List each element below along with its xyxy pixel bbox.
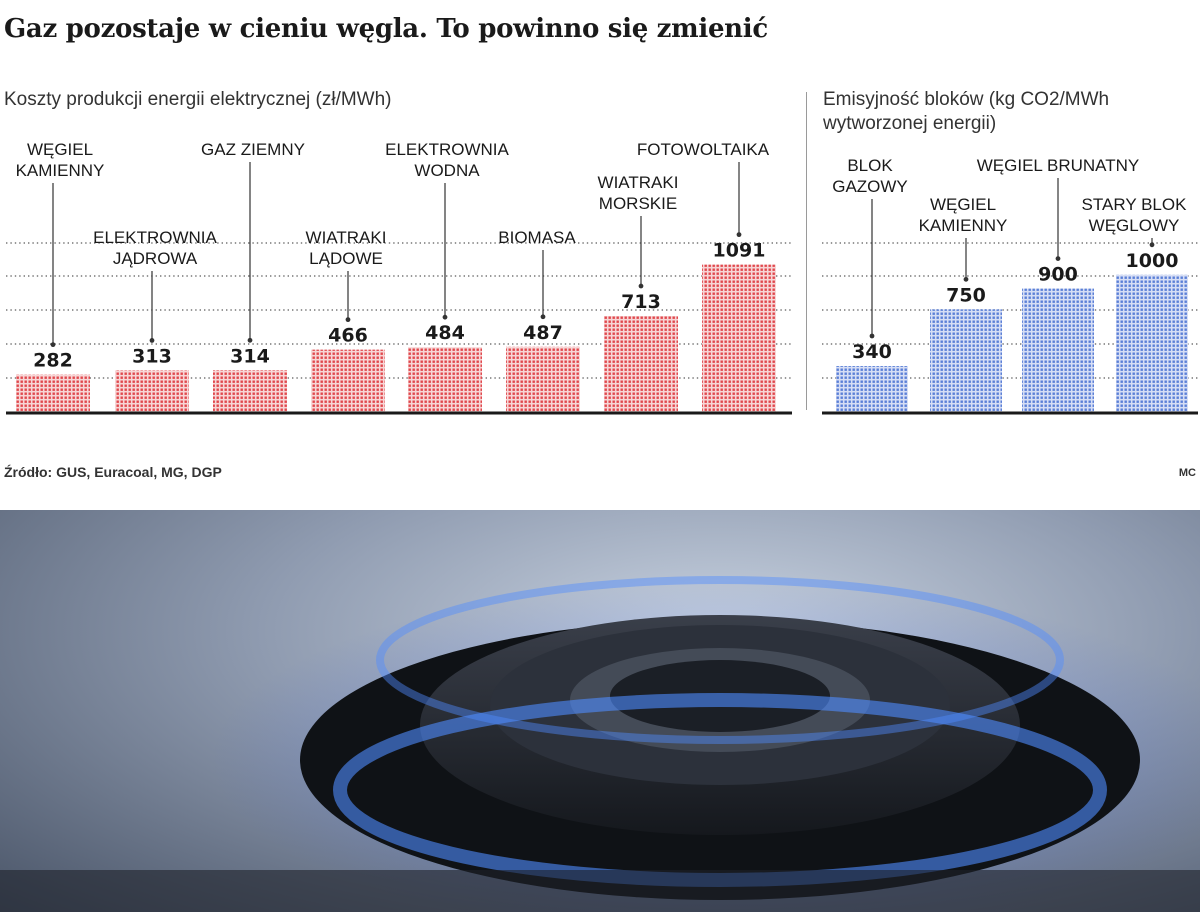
leader-dot bbox=[736, 232, 742, 238]
author-credit: MC bbox=[1178, 467, 1196, 479]
data-label: 466 bbox=[328, 325, 368, 347]
gas-burner-flame-photo bbox=[0, 510, 1200, 912]
category-label: FOTOWOLTAIKA bbox=[637, 140, 770, 159]
data-label: 313 bbox=[132, 345, 172, 367]
data-label: 1091 bbox=[713, 240, 766, 262]
data-label: 1000 bbox=[1126, 250, 1179, 272]
leader-dot bbox=[869, 333, 875, 339]
bar bbox=[702, 264, 776, 413]
headline: Gaz pozostaje w cieniu węgla. To powinno… bbox=[4, 14, 768, 44]
data-label: 340 bbox=[852, 341, 892, 363]
cost-chart-title: Koszty produkcji energii elektrycznej (z… bbox=[4, 89, 392, 110]
data-label: 282 bbox=[33, 350, 73, 372]
charts-canvas: 282 WĘGIEL KAMIENNY 313 ELEKTROWNIA JĄDROWA 31… bbox=[6, 140, 1198, 415]
bar bbox=[408, 347, 482, 413]
cost-chart: 282 WĘGIEL KAMIENNY 313 ELEKTROWNIA JĄDROWA 31… bbox=[6, 140, 792, 415]
chart-divider bbox=[806, 92, 807, 410]
category-label: WIATRAKI LĄDOWE bbox=[306, 228, 387, 268]
leader-dot bbox=[442, 314, 448, 320]
source-note: Źródło: GUS, Euracoal, MG, DGP bbox=[4, 464, 222, 480]
data-label: 900 bbox=[1038, 264, 1078, 286]
leader-dot bbox=[149, 338, 155, 343]
category-label: WĘGIEL KAMIENNY bbox=[16, 140, 105, 180]
category-label: WĘGIEL BRUNATNY bbox=[977, 156, 1139, 175]
bar bbox=[930, 309, 1002, 413]
bar bbox=[16, 374, 90, 413]
data-label: 750 bbox=[946, 284, 986, 306]
leader-dot bbox=[50, 342, 56, 348]
category-label: BLOK GAZOWY bbox=[832, 156, 908, 196]
category-label: STARY BLOK WĘGLOWY bbox=[1082, 195, 1188, 235]
leader-dot bbox=[638, 283, 644, 289]
bar bbox=[1022, 288, 1094, 413]
leader-dot bbox=[247, 337, 253, 343]
category-label: ELEKTROWNIA JĄDROWA bbox=[93, 228, 217, 268]
bar bbox=[311, 349, 385, 413]
category-label: WIATRAKI MORSKIE bbox=[598, 173, 679, 213]
category-label: WĘGIEL KAMIENNY bbox=[919, 195, 1008, 235]
leader-dot bbox=[1055, 256, 1061, 262]
data-label: 487 bbox=[523, 322, 563, 344]
data-label: 484 bbox=[425, 322, 465, 344]
category-label: BIOMASA bbox=[498, 228, 576, 247]
emissions-chart: 340 BLOK GAZOWY 750 WĘGIEL KAMIENNY 900 WĘGIEL … bbox=[822, 156, 1198, 415]
bar bbox=[213, 370, 287, 413]
bar bbox=[506, 346, 580, 413]
bar bbox=[1116, 274, 1188, 413]
emissions-chart-title: Emisyjność bloków (kg CO2/MWh wytworzone… bbox=[823, 89, 1110, 134]
data-label: 713 bbox=[621, 291, 661, 313]
leader-dot bbox=[540, 314, 546, 320]
leader-dot bbox=[963, 276, 969, 282]
bar bbox=[115, 370, 189, 413]
leader-dot bbox=[1149, 242, 1155, 248]
category-label: GAZ ZIEMNY bbox=[201, 140, 305, 159]
leader-dot bbox=[345, 317, 351, 323]
data-label: 314 bbox=[230, 345, 270, 367]
category-label: ELEKTROWNIA WODNA bbox=[385, 140, 509, 180]
bar bbox=[604, 316, 678, 413]
bar bbox=[836, 366, 908, 413]
